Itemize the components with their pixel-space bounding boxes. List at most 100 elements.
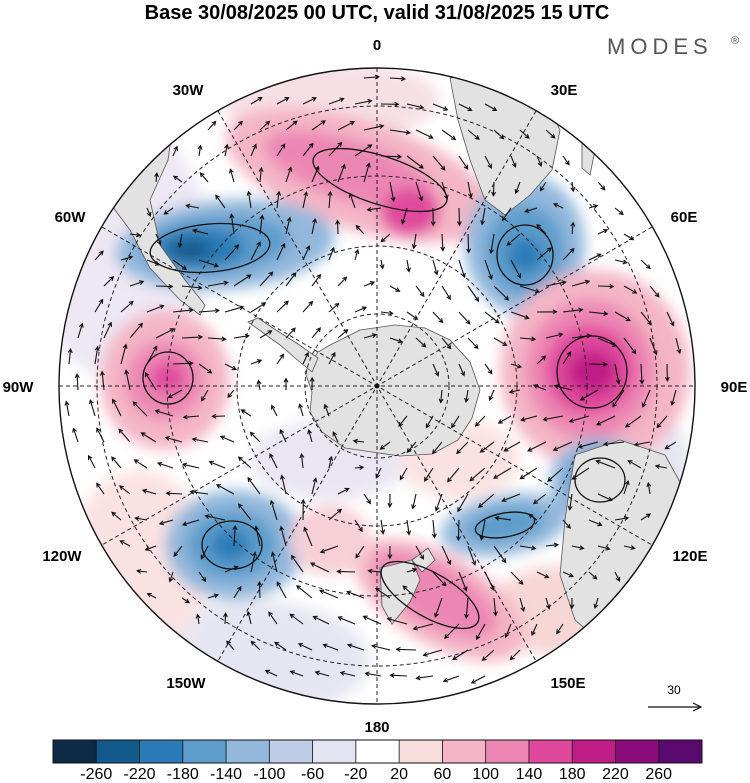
wind-vector [280, 474, 287, 495]
colorbar-tick-label: 140 [516, 766, 543, 783]
wind-vector [432, 571, 447, 587]
wind-vector [597, 283, 615, 289]
wind-vector [366, 206, 382, 212]
wind-vector [614, 571, 621, 583]
wind-vector [302, 97, 317, 105]
colorbar-swatch [442, 740, 487, 763]
wind-vector [434, 597, 443, 618]
wind-vector [191, 228, 209, 235]
wind-vector [588, 519, 603, 527]
wind-vector [484, 155, 492, 169]
wind-vector [146, 259, 161, 266]
wind-vector [250, 551, 257, 573]
wind-vector [415, 285, 425, 298]
wind-vector [612, 389, 625, 408]
wind-vector [593, 597, 599, 609]
colorbar-swatch [658, 740, 703, 763]
wind-vector [285, 120, 298, 131]
wind-vector [577, 441, 599, 449]
colorbar-swatch [355, 740, 400, 763]
wind-vector [510, 571, 524, 585]
wind-vector [276, 300, 289, 313]
wind-vector [215, 194, 226, 209]
wind-vector [488, 233, 495, 255]
map-title: Base 30/08/2025 00 UTC, valid 31/08/2025… [145, 2, 610, 24]
lon-label-120e: 120E [672, 548, 707, 565]
wind-vector [363, 281, 376, 287]
wind-vector [562, 571, 574, 578]
wind-vector [259, 330, 273, 339]
wind-vector [303, 526, 313, 547]
south-pole-marker [374, 383, 380, 389]
wind-vector [415, 545, 424, 560]
wind-vector [311, 165, 320, 183]
wind-vector [207, 336, 227, 342]
wind-vector [493, 129, 505, 140]
wind-vector [431, 519, 437, 539]
wind-vector [337, 616, 356, 625]
wind-vector [536, 571, 550, 579]
wind-vector [379, 259, 385, 270]
wind-vector [389, 672, 408, 678]
wind-vector [328, 97, 345, 105]
colorbar-tick-label: -260 [80, 766, 112, 783]
wind-vector [432, 103, 449, 111]
wind-vector [72, 427, 79, 443]
wind-vector [354, 464, 365, 471]
wind-vector [562, 307, 584, 313]
colorbar-tick-label: 100 [472, 766, 499, 783]
wind-vector [271, 404, 278, 417]
wind-vector [474, 415, 486, 427]
wind-vector [201, 389, 209, 402]
wind-vector [470, 675, 486, 684]
wind-vector [181, 519, 200, 527]
wind-vector [379, 441, 391, 450]
wind-vector [339, 670, 356, 677]
wind-vector [250, 143, 257, 157]
wind-vector [354, 306, 368, 313]
wind-vector [88, 399, 96, 417]
wind-vector [441, 337, 452, 350]
wind-vector [484, 103, 498, 111]
wind-vector [479, 519, 486, 541]
wind-vector [144, 545, 157, 551]
wind-vector [232, 524, 238, 547]
wind-vector [118, 428, 131, 443]
wind-vector [527, 441, 547, 452]
wind-vector [364, 671, 382, 677]
wind-vector [556, 623, 564, 635]
wind-vector [311, 217, 317, 235]
wind-vector [276, 242, 286, 261]
wind-vector [67, 347, 73, 365]
map-border [58, 67, 696, 705]
lon-label-30w: 30W [173, 82, 205, 99]
wind-vector [614, 259, 628, 265]
wind-vector [422, 649, 443, 657]
wind-vector [237, 503, 252, 521]
wind-vector [432, 363, 440, 377]
wind-vector [380, 154, 403, 160]
wind-vector [503, 441, 521, 452]
wind-vector [119, 540, 131, 547]
wind-vector [519, 467, 538, 480]
wind-vector [367, 568, 382, 574]
wind-vector [240, 409, 252, 417]
wind-vector [649, 285, 660, 298]
wind-vector [588, 361, 609, 367]
wind-vector [285, 327, 296, 339]
wind-vector [111, 456, 122, 469]
colorbar-swatch [572, 740, 616, 763]
wind-vector [380, 310, 394, 316]
wind-vector [432, 311, 444, 324]
wind-vector [571, 279, 591, 287]
lon-label-180: 180 [364, 719, 389, 736]
wind-vector [146, 592, 157, 599]
wind-vector [146, 345, 158, 365]
wind-vector [355, 224, 365, 235]
wind-vector [172, 175, 183, 183]
wind-vector [352, 438, 365, 444]
wind-vector [387, 545, 393, 560]
wind-vector [363, 162, 371, 183]
wind-vector [264, 669, 278, 677]
wind-vector [509, 649, 521, 661]
